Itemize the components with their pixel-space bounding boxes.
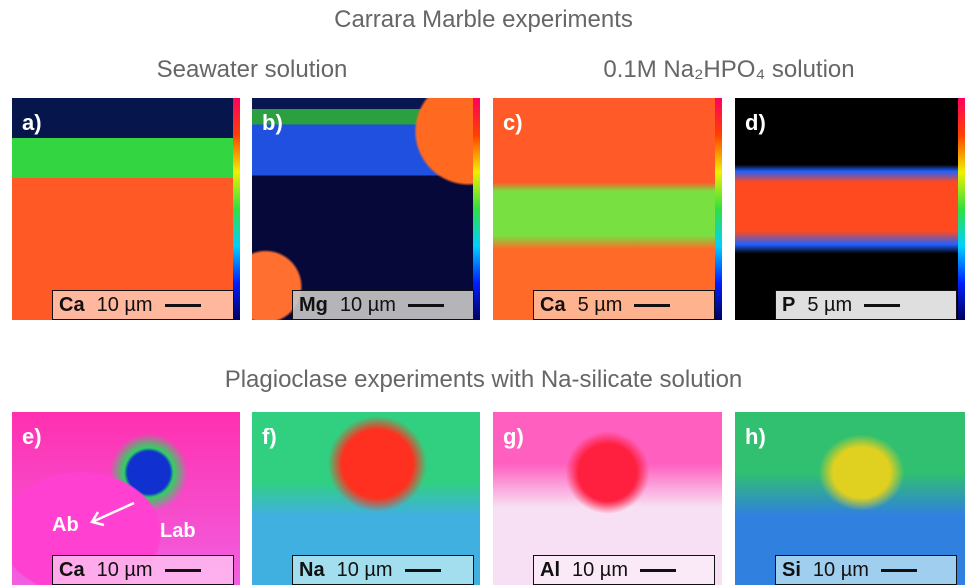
figure: Carrara Marble experiments Seawater solu… <box>0 0 967 585</box>
arrow-layer <box>0 0 967 585</box>
annotation: Ab <box>52 514 79 537</box>
annotation: Lab <box>160 520 196 543</box>
